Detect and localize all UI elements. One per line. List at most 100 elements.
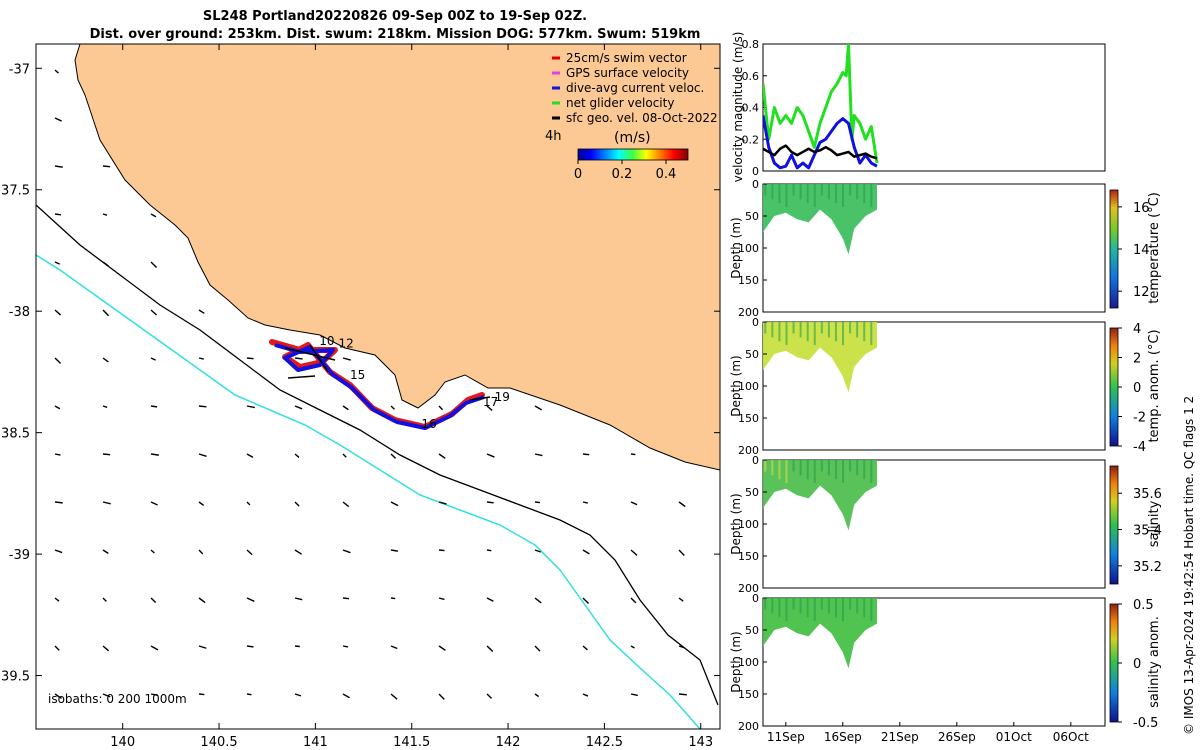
current-arrow xyxy=(294,357,303,360)
section-ytick-label: 0 xyxy=(752,454,759,467)
current-arrow xyxy=(102,165,111,168)
current-arrow xyxy=(294,405,303,410)
current-arrow xyxy=(582,597,590,605)
chart-title-line1: SL248 Portland20220826 09-Sep 00Z to 19-… xyxy=(202,9,588,24)
map-ytick-label: 39.5 xyxy=(1,670,30,685)
current-arrow xyxy=(102,405,108,408)
current-arrow xyxy=(246,501,251,506)
map-ytick-label: 38.5 xyxy=(1,427,30,442)
current-arrow xyxy=(534,693,540,698)
current-arrow xyxy=(246,693,252,696)
day-label: 12 xyxy=(339,337,354,351)
current-arrow xyxy=(102,357,109,363)
velocity-ytick-label: 0.8 xyxy=(742,38,760,51)
section-ytick-label: 50 xyxy=(745,624,759,637)
section-ytick-label: 150 xyxy=(738,688,759,701)
day-label: 10 xyxy=(319,334,334,348)
section-colorbar-label: 35.2 xyxy=(1133,560,1162,575)
section-colorbar xyxy=(1109,603,1119,723)
legend-label: sfc geo. vel. 08-Oct-2022 xyxy=(566,111,718,125)
section-ytick-label: 150 xyxy=(738,412,759,425)
current-arrow xyxy=(438,405,444,411)
current-arrow xyxy=(150,405,158,408)
section-ytick-label: 150 xyxy=(738,274,759,287)
current-arrow xyxy=(198,309,205,314)
date-tick-label: 11Sep xyxy=(767,730,805,744)
current-arrow xyxy=(678,693,687,696)
current-arrow xyxy=(630,501,638,506)
current-arrow xyxy=(198,597,206,604)
current-arrow xyxy=(102,261,109,267)
section-colorbar-label: 35.4 xyxy=(1133,524,1162,539)
section-colorbar-label: 12 xyxy=(1133,285,1150,300)
section-ylabel: Depth (m) xyxy=(729,631,743,692)
current-arrow xyxy=(102,501,111,505)
velocity-ytick-label: 0.2 xyxy=(742,133,760,146)
current-arrow xyxy=(102,693,111,698)
section-colorbar-label: -2 xyxy=(1133,411,1146,426)
current-arrow xyxy=(342,405,349,411)
current-arrow xyxy=(246,597,255,602)
section-colorbar-label: 4 xyxy=(1133,322,1141,337)
current-arrow xyxy=(534,597,542,604)
section-colorbar-label: 0.5 xyxy=(1133,598,1154,613)
current-arrow xyxy=(54,549,63,554)
section-ytick-label: 0 xyxy=(752,592,759,605)
current-arrow xyxy=(294,453,300,458)
current-arrow xyxy=(582,645,588,651)
current-arrow xyxy=(342,549,351,554)
map-xtick-label: 140 xyxy=(110,735,135,750)
current-arrow xyxy=(438,549,445,552)
current-arrow xyxy=(342,453,347,458)
day-label: 16 xyxy=(421,417,436,431)
land-area xyxy=(74,44,720,471)
map-panel: 140 140.5 141 141.5 142 142.5 143 -37 37.5 -38 38.… xyxy=(1,43,721,750)
current-arrow xyxy=(54,309,62,316)
current-arrow xyxy=(390,501,399,507)
legend-label: 25cm/s swim vector xyxy=(566,51,687,65)
section-colorbar xyxy=(1109,465,1119,585)
current-arrow xyxy=(390,645,398,650)
current-arrow xyxy=(150,693,158,697)
current-arrow xyxy=(246,645,254,648)
section-fill xyxy=(763,184,877,255)
current-arrow xyxy=(534,645,541,652)
section-ytick-label: 0 xyxy=(752,316,759,329)
section-ytick-label: 100 xyxy=(738,242,759,255)
current-arrow xyxy=(534,453,543,457)
current-arrow xyxy=(294,693,302,697)
current-arrow xyxy=(630,693,638,697)
legend-label: GPS surface velocity xyxy=(566,66,689,80)
legend-label: dive-avg current veloc. xyxy=(566,81,704,95)
map-xtick-label: 141.5 xyxy=(393,735,430,750)
current-arrow xyxy=(150,501,158,506)
velocity-series xyxy=(763,44,879,170)
current-arrow xyxy=(54,645,60,651)
current-arrow xyxy=(534,501,541,504)
glider-track-current xyxy=(274,343,485,430)
section-panel: 0 50 100 150 200 Depth (m) 35.2 35.4 35.6salinit… xyxy=(729,454,1162,595)
section-panel: 0 50 100 150 200 Depth (m) -4 -2 0 2 4 temp. anom. … xyxy=(729,316,1162,457)
velocity-panel: 0 0.2 0.4 0.6 0.8 velocity magnitude (m/s) xyxy=(731,32,1106,182)
current-arrow xyxy=(390,405,395,410)
section-fill xyxy=(763,598,877,669)
current-arrow xyxy=(486,405,493,411)
current-arrow xyxy=(438,453,446,459)
current-arrow xyxy=(582,453,590,456)
current-arrow xyxy=(582,549,590,555)
current-arrow xyxy=(486,549,492,552)
credit-line: © IMOS 13-Apr-2024 19:42:54 Hobart time.… xyxy=(1182,395,1196,735)
current-arrow xyxy=(630,645,635,649)
current-arrow xyxy=(54,213,62,216)
section-variable-label: salinity anom. xyxy=(1147,616,1162,708)
speed-colorbar-label: 0.4 xyxy=(656,167,677,182)
section-colorbar-label: -4 xyxy=(1133,440,1146,455)
section-colorbar-label: 0 xyxy=(1133,381,1141,396)
current-arrow xyxy=(438,645,446,651)
section-ytick-label: 50 xyxy=(745,348,759,361)
colorbar-title: (m/s) xyxy=(614,130,651,146)
current-arrow xyxy=(630,549,638,556)
